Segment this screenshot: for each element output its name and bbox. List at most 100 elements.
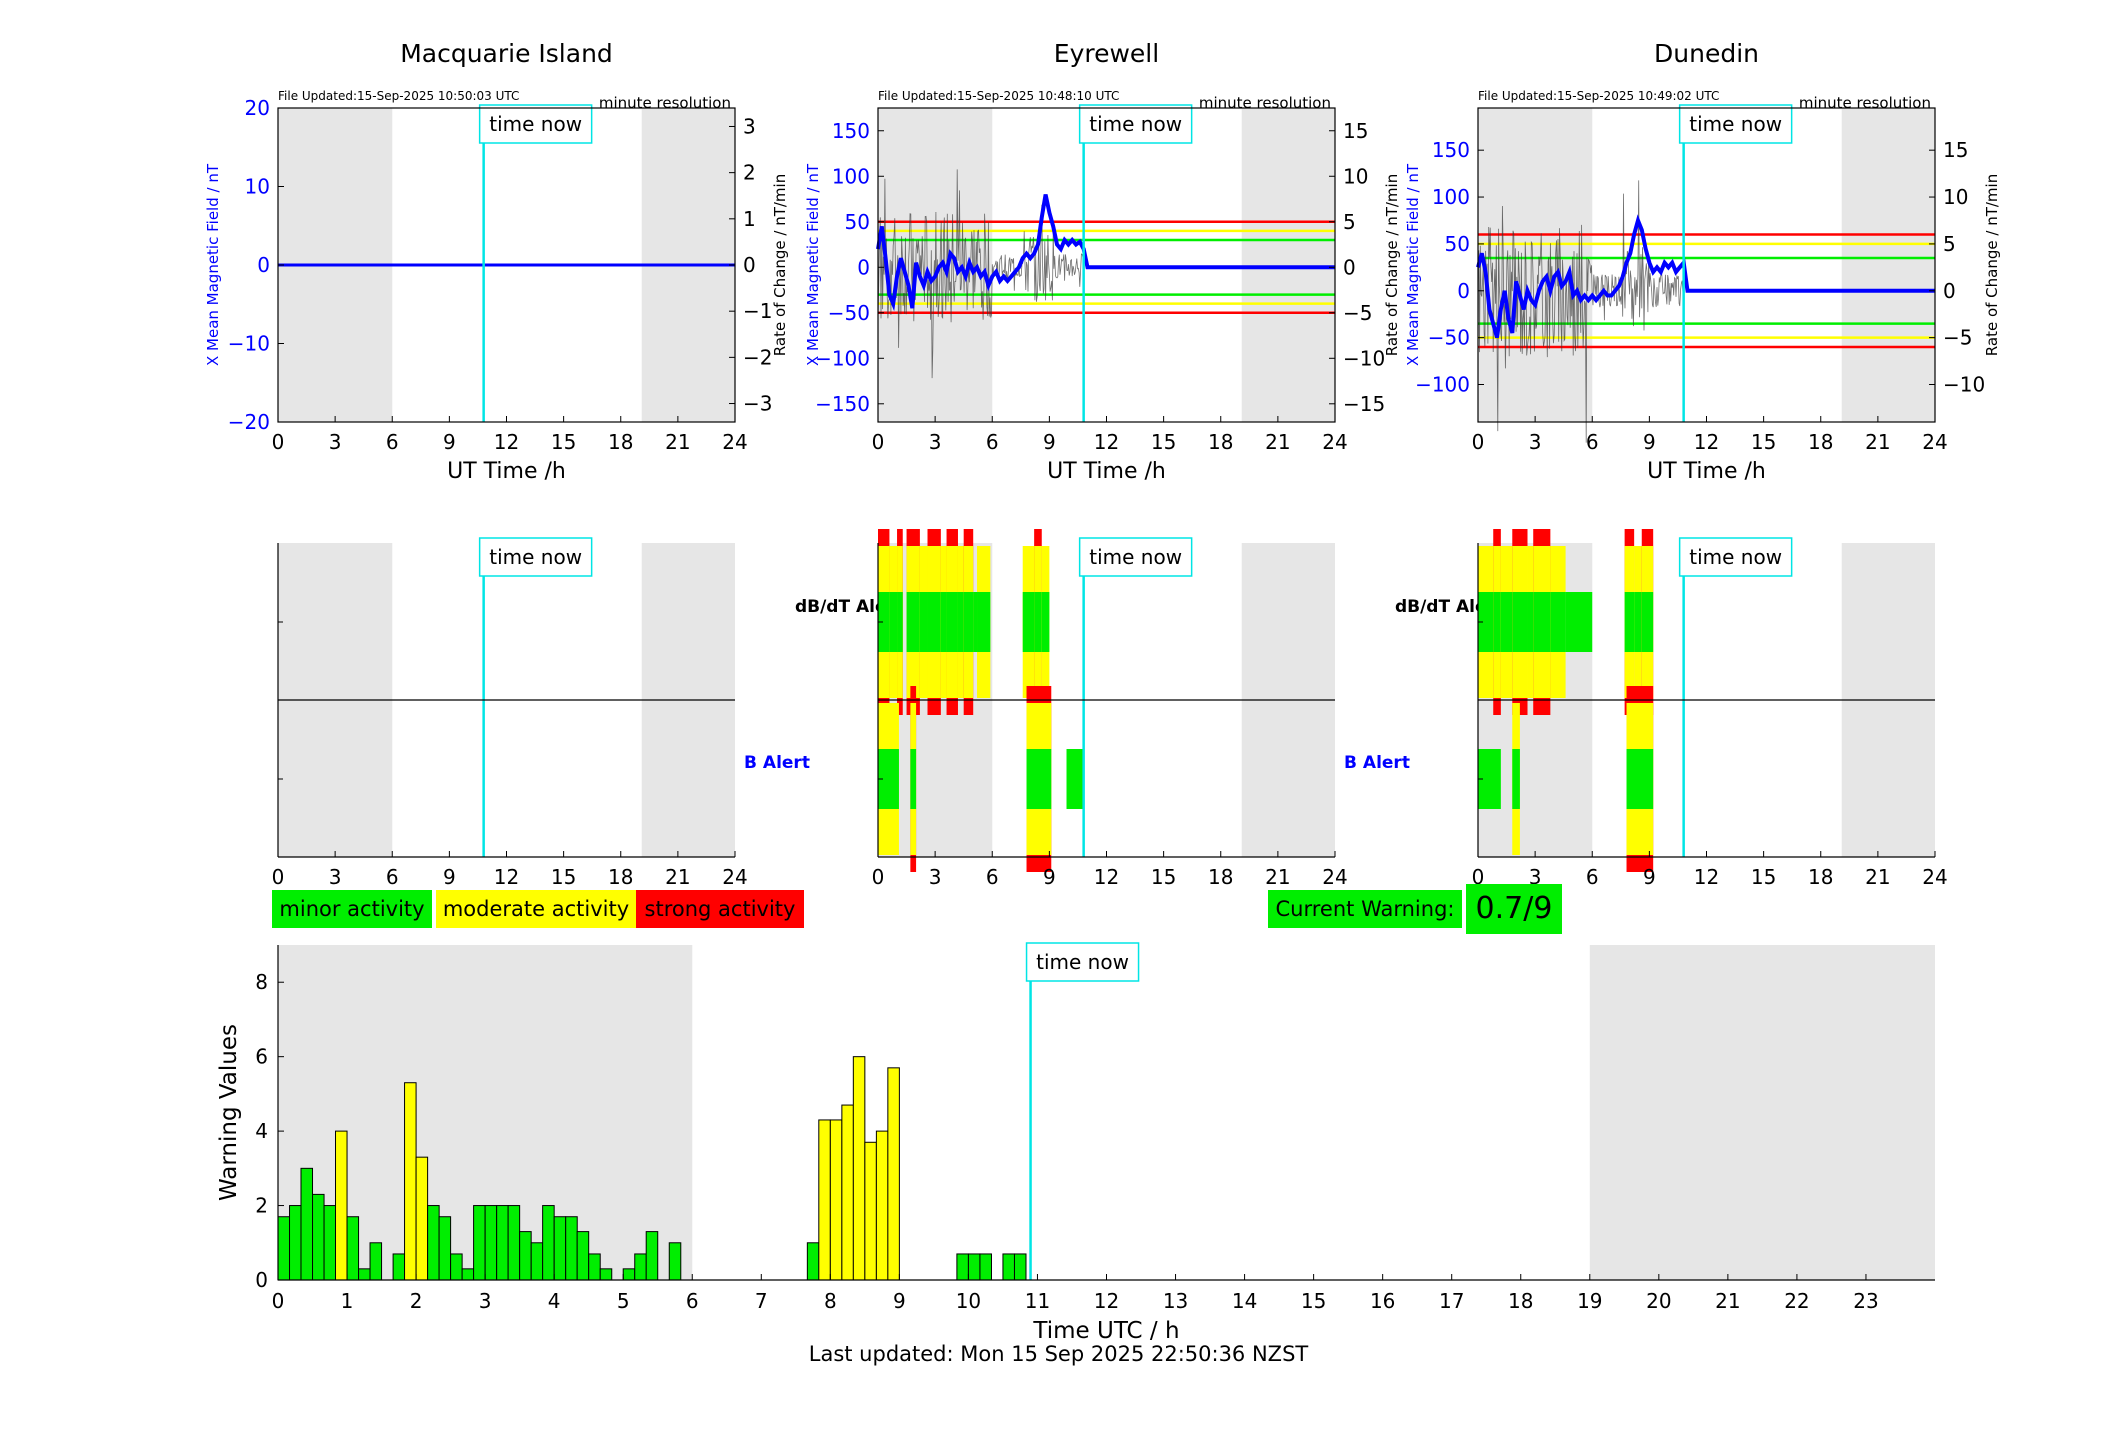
rate-of-change-line: [1477, 180, 1684, 443]
warning-bar: [645, 1231, 659, 1281]
warning-bar: [461, 1268, 475, 1281]
night-band: [1241, 108, 1335, 422]
x-tick-label: 0: [272, 865, 285, 889]
dbdt-band-minor: [973, 592, 978, 652]
x-tick-label: 12: [1094, 1289, 1119, 1313]
y-tick-label: 8: [255, 970, 268, 994]
warning-bar: [553, 1216, 567, 1281]
y2-tick-label: −5: [1943, 326, 1972, 350]
y2-tick-label: 5: [1343, 210, 1356, 234]
y2-tick-label: −5: [1343, 301, 1372, 325]
b-band-minor: [1512, 749, 1520, 809]
x-tick-label: 9: [893, 1289, 906, 1313]
station-chart-0: Macquarie Island time now File Updated:15-…: [204, 39, 789, 484]
y-tick-label: 4: [255, 1119, 268, 1143]
resolution-label: minute resolution: [1799, 94, 1931, 112]
warning-bar: [496, 1205, 509, 1281]
y-tick-label: 0: [257, 253, 270, 277]
chart-title: Macquarie Island: [400, 39, 613, 68]
x-tick-label: 0: [872, 430, 885, 454]
dbdt-band-minor: [1634, 592, 1642, 652]
warning-bar: [841, 1104, 854, 1281]
y-axis-label-left: X Mean Magnetic Field / nT: [1404, 163, 1422, 366]
time-now-box: [1078, 537, 1193, 577]
b-alert-label: B Alert: [744, 753, 810, 773]
warning-bar: [530, 1242, 544, 1281]
warning-bar: [312, 1193, 325, 1281]
dbdt-band-minor: [946, 592, 958, 652]
y-axis-label-left: X Mean Magnetic Field / nT: [204, 163, 222, 366]
file-updated: File Updated:15-Sep-2025 10:49:02 UTC: [1478, 89, 1719, 103]
y-tick-label: 10: [245, 175, 270, 199]
x-tick-label: 12: [1094, 430, 1119, 454]
time-now-box: [1678, 537, 1793, 577]
y-tick-label: 150: [1432, 138, 1470, 162]
warning-bar: [346, 1216, 360, 1281]
y-tick-label: −50: [1428, 326, 1470, 350]
x-tick-label: 0: [872, 865, 885, 889]
alert-chart-2: time now 0 3 6 9 12 15 18 21 24: [1472, 529, 1948, 889]
y2-tick-label: 5: [1943, 232, 1956, 256]
y-tick-label: 150: [832, 119, 870, 143]
y-tick-label: 0: [255, 1268, 268, 1292]
x-tick-label: 18: [608, 430, 633, 454]
x-tick-label: 12: [1694, 865, 1719, 889]
x-tick-label: 9: [1643, 430, 1656, 454]
y2-tick-label: 10: [1343, 164, 1368, 188]
station-chart-2: Dunedin time now File Updated:15-Sep-2025 …: [1404, 39, 2001, 484]
x-tick-label: 0: [272, 430, 285, 454]
x-tick-label: 12: [1094, 865, 1119, 889]
dbdt-band-minor: [1550, 592, 1566, 652]
time-now-label: time now: [1089, 545, 1182, 569]
dbdt-band-minor: [1565, 592, 1593, 652]
dbdt-band-minor: [1493, 592, 1501, 652]
x-tick-label: 24: [1322, 865, 1347, 889]
x-tick-label: 6: [1586, 865, 1599, 889]
x-tick-label: 18: [1208, 430, 1233, 454]
x-tick-label: 18: [1808, 430, 1833, 454]
y2-tick-label: 10: [1943, 185, 1968, 209]
dbdt-band-minor: [1478, 592, 1494, 652]
warning-bar: [323, 1205, 337, 1281]
warning-bar: [622, 1268, 636, 1281]
x-tick-label: 21: [665, 430, 690, 454]
time-now-label: time now: [1089, 112, 1182, 136]
x-field-line: [876, 194, 1335, 312]
b-band-minor: [1478, 749, 1501, 809]
warning-bar: [542, 1205, 555, 1281]
x-tick-label: 15: [1751, 865, 1776, 889]
warning-bar: [277, 1216, 291, 1281]
time-now-box: [478, 537, 593, 577]
dbdt-band-minor: [963, 592, 974, 652]
warning-bar: [335, 1130, 348, 1281]
alert-chart-0: time now 0 3 6 9 12 15 18 21 24 dB/dT Alert B Alert: [272, 537, 903, 889]
x-tick-label: 8: [824, 1289, 837, 1313]
x-tick-label: 21: [1265, 430, 1290, 454]
y-tick-label: 20: [245, 96, 270, 120]
x-tick-label: 13: [1163, 1289, 1188, 1313]
x-tick-label: 18: [1208, 865, 1233, 889]
dbdt-band-minor: [1022, 592, 1035, 652]
warning-bar: [668, 1242, 682, 1281]
legend-moderate: moderate activity: [436, 890, 636, 928]
time-now-label: time now: [1689, 112, 1782, 136]
warning-bar: [415, 1156, 429, 1281]
warning-bar: [358, 1268, 371, 1281]
x-tick-label: 24: [1922, 865, 1947, 889]
x-tick-label: 15: [1151, 865, 1176, 889]
x-tick-label: 7: [755, 1289, 768, 1313]
b-band-minor: [910, 749, 917, 809]
warning-bar: [979, 1253, 992, 1281]
x-tick-label: 6: [986, 430, 999, 454]
x-axis-label: UT Time /h: [1047, 459, 1166, 484]
b-band-minor: [1626, 749, 1654, 809]
x-tick-label: 6: [386, 865, 399, 889]
x-tick-label: 22: [1784, 1289, 1809, 1313]
x-tick-label: 9: [443, 865, 456, 889]
dbdt-band-minor: [977, 592, 991, 652]
x-tick-label: 24: [1322, 430, 1347, 454]
time-now-label: time now: [489, 545, 582, 569]
dbdt-band-minor: [897, 592, 903, 652]
x-tick-label: 21: [1865, 430, 1890, 454]
current-warning-label: Current Warning:: [1268, 890, 1462, 928]
